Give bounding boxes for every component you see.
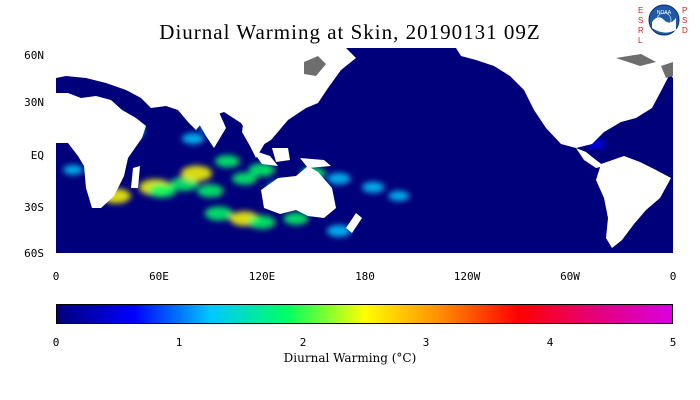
map-plot-area <box>56 48 673 257</box>
lat-label-60s: 60S <box>24 247 44 260</box>
colorbar-tick-5: 5 <box>669 336 677 349</box>
lon-label-180: 180 <box>355 270 375 283</box>
lat-label-30s: 30S <box>24 201 44 214</box>
hotspot-5 <box>197 184 224 198</box>
colorbar <box>56 304 673 324</box>
hotspot-13 <box>388 190 410 202</box>
hotspot-18 <box>326 224 351 237</box>
land-antarctica-tip <box>56 253 673 257</box>
hotspot-12 <box>361 181 385 193</box>
hotspot-22 <box>63 164 84 175</box>
land-indochina <box>242 118 268 158</box>
lat-label-eq: EQ <box>30 149 44 162</box>
hotspot-17 <box>283 212 309 225</box>
land-new-guinea <box>300 158 331 168</box>
land-india <box>196 108 226 148</box>
land-africa <box>56 48 146 208</box>
hotspot-14 <box>204 206 233 221</box>
hotspot-4 <box>180 165 213 182</box>
colorbar-tick-1: 1 <box>175 336 183 349</box>
land-central-america <box>576 148 604 168</box>
map-title: Diurnal Warming at Skin, 20190131 09Z <box>159 20 541 44</box>
lon-label-60w: 60W <box>560 270 580 283</box>
lon-label-0-right: 0 <box>669 270 677 283</box>
land-madagascar <box>131 166 140 188</box>
lat-label-30n: 30N <box>24 96 44 109</box>
lon-label-120w: 120W <box>453 270 481 283</box>
land-south-america <box>596 156 671 248</box>
hotspot-2 <box>148 183 177 198</box>
noaa-emblem-text: NOAA <box>657 10 672 16</box>
colorbar-tick-0: 0 <box>52 336 60 349</box>
lon-label-60e: 60E <box>149 270 169 283</box>
noaa-emblem-icon: NOAA <box>648 4 680 36</box>
lon-label-120e: 120E <box>248 270 276 283</box>
hotspot-16 <box>248 215 276 229</box>
sea-ice-arctic <box>616 54 656 66</box>
colorbar-tick-4: 4 <box>546 336 554 349</box>
land-sumatra-borneo <box>252 148 290 166</box>
colorbar-tick-2: 2 <box>299 336 307 349</box>
sea-ice <box>304 54 673 78</box>
land-masses <box>56 48 673 257</box>
sea-ice-labrador <box>661 62 673 78</box>
psd-letters: P S D <box>682 6 688 35</box>
lat-label-60n: 60N <box>24 49 44 62</box>
hotspot-20 <box>181 133 205 145</box>
hotspot-11 <box>327 172 351 185</box>
hotspot-6 <box>215 155 240 168</box>
map-svg <box>56 48 673 257</box>
lon-label-0-left: 0 <box>52 270 60 283</box>
land-north-america <box>456 48 673 148</box>
land-japan <box>294 73 308 98</box>
colorbar-tick-3: 3 <box>422 336 430 349</box>
hotspot-7 <box>232 172 257 185</box>
sea-ice-okhotsk <box>304 56 326 76</box>
colorbar-title: Diurnal Warming (°C) <box>283 351 417 365</box>
hotspot-8 <box>248 163 275 177</box>
land-australia <box>261 166 336 218</box>
land-new-zealand <box>346 213 362 233</box>
land-eurasia <box>56 48 356 146</box>
esrl-letters: E S R L <box>638 6 644 45</box>
